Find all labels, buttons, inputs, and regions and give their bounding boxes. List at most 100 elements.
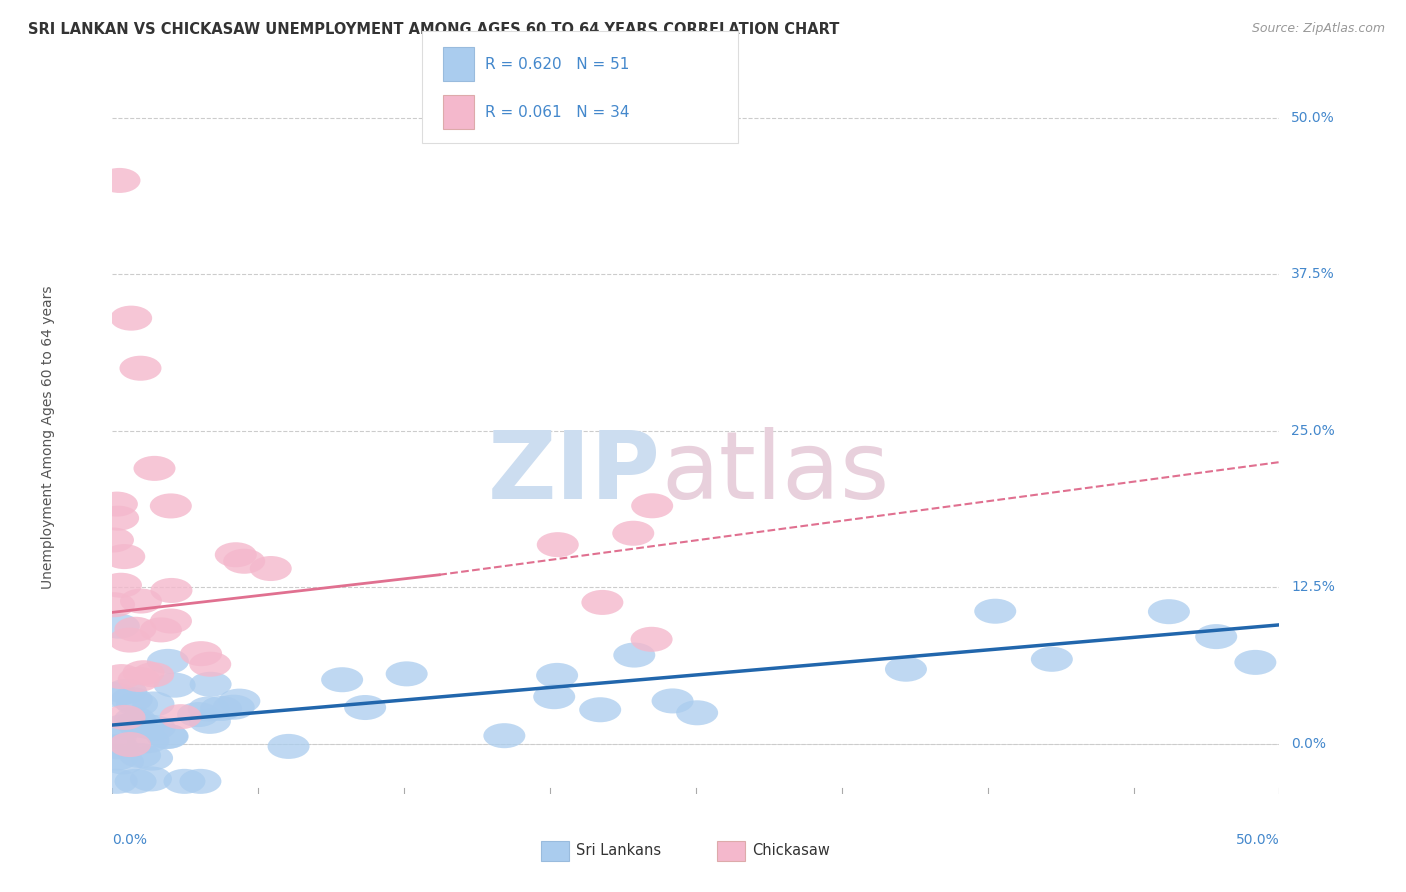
Ellipse shape xyxy=(163,769,205,794)
Ellipse shape xyxy=(321,667,363,692)
Ellipse shape xyxy=(180,641,222,666)
Text: Chickasaw: Chickasaw xyxy=(752,844,830,858)
Ellipse shape xyxy=(114,707,156,732)
Ellipse shape xyxy=(884,657,927,681)
Ellipse shape xyxy=(630,627,672,652)
Ellipse shape xyxy=(537,533,579,558)
Ellipse shape xyxy=(103,544,145,569)
Ellipse shape xyxy=(110,732,150,757)
Ellipse shape xyxy=(612,521,654,546)
Ellipse shape xyxy=(190,672,232,697)
Ellipse shape xyxy=(651,689,693,714)
Text: atlas: atlas xyxy=(661,426,889,519)
Ellipse shape xyxy=(150,578,193,603)
Ellipse shape xyxy=(129,766,172,791)
Ellipse shape xyxy=(111,687,153,712)
Ellipse shape xyxy=(1195,624,1237,649)
Ellipse shape xyxy=(132,662,174,688)
Ellipse shape xyxy=(103,714,145,739)
Ellipse shape xyxy=(100,573,142,598)
Ellipse shape xyxy=(122,660,165,685)
Ellipse shape xyxy=(344,695,387,720)
Ellipse shape xyxy=(120,356,162,381)
Ellipse shape xyxy=(134,456,176,481)
Ellipse shape xyxy=(114,616,156,641)
Ellipse shape xyxy=(103,749,143,774)
Ellipse shape xyxy=(120,743,162,768)
Ellipse shape xyxy=(110,306,152,331)
Ellipse shape xyxy=(631,493,673,518)
Ellipse shape xyxy=(218,689,260,714)
Ellipse shape xyxy=(146,724,188,749)
Ellipse shape xyxy=(96,491,138,516)
Text: R = 0.061   N = 34: R = 0.061 N = 34 xyxy=(485,105,630,120)
Ellipse shape xyxy=(536,663,578,688)
Text: Source: ZipAtlas.com: Source: ZipAtlas.com xyxy=(1251,22,1385,36)
Ellipse shape xyxy=(250,556,292,581)
Ellipse shape xyxy=(224,549,266,574)
Ellipse shape xyxy=(128,728,169,753)
Ellipse shape xyxy=(115,711,157,736)
Ellipse shape xyxy=(1031,647,1073,672)
Ellipse shape xyxy=(177,702,219,727)
Ellipse shape xyxy=(118,667,160,692)
Ellipse shape xyxy=(97,506,139,531)
Ellipse shape xyxy=(104,705,146,730)
Ellipse shape xyxy=(676,700,718,725)
Ellipse shape xyxy=(98,168,141,193)
Ellipse shape xyxy=(160,704,201,729)
Ellipse shape xyxy=(200,696,242,721)
Ellipse shape xyxy=(613,642,655,667)
Text: 37.5%: 37.5% xyxy=(1291,268,1334,281)
Ellipse shape xyxy=(120,589,162,614)
Ellipse shape xyxy=(180,769,221,794)
Ellipse shape xyxy=(974,599,1017,624)
Ellipse shape xyxy=(117,691,157,716)
Ellipse shape xyxy=(188,697,229,722)
Ellipse shape xyxy=(124,714,165,739)
Ellipse shape xyxy=(581,590,623,615)
Ellipse shape xyxy=(131,746,173,771)
Ellipse shape xyxy=(153,673,195,698)
Ellipse shape xyxy=(215,542,257,567)
Ellipse shape xyxy=(267,734,309,759)
Ellipse shape xyxy=(91,527,134,552)
Ellipse shape xyxy=(134,715,176,740)
Ellipse shape xyxy=(93,592,135,617)
Text: 0.0%: 0.0% xyxy=(112,833,148,847)
Text: 50.0%: 50.0% xyxy=(1291,111,1334,125)
Ellipse shape xyxy=(1147,599,1189,624)
Ellipse shape xyxy=(385,661,427,686)
Ellipse shape xyxy=(579,698,621,723)
Ellipse shape xyxy=(212,695,254,720)
Text: 12.5%: 12.5% xyxy=(1291,581,1336,594)
Ellipse shape xyxy=(484,723,526,748)
Ellipse shape xyxy=(96,769,138,794)
Ellipse shape xyxy=(100,664,142,690)
Ellipse shape xyxy=(146,648,188,673)
Ellipse shape xyxy=(98,614,139,639)
Text: R = 0.620   N = 51: R = 0.620 N = 51 xyxy=(485,57,630,71)
Ellipse shape xyxy=(96,746,138,771)
Ellipse shape xyxy=(132,691,174,716)
Ellipse shape xyxy=(533,684,575,709)
Ellipse shape xyxy=(114,769,156,794)
Ellipse shape xyxy=(141,617,181,642)
Ellipse shape xyxy=(150,608,193,633)
Text: ZIP: ZIP xyxy=(488,426,661,519)
Text: Sri Lankans: Sri Lankans xyxy=(576,844,662,858)
Ellipse shape xyxy=(96,723,136,748)
Text: 0.0%: 0.0% xyxy=(1291,737,1326,751)
Text: Unemployment Among Ages 60 to 64 years: Unemployment Among Ages 60 to 64 years xyxy=(41,285,55,589)
Ellipse shape xyxy=(188,709,231,734)
Ellipse shape xyxy=(1234,650,1277,675)
Text: 25.0%: 25.0% xyxy=(1291,424,1334,438)
Text: SRI LANKAN VS CHICKASAW UNEMPLOYMENT AMONG AGES 60 TO 64 YEARS CORRELATION CHART: SRI LANKAN VS CHICKASAW UNEMPLOYMENT AMO… xyxy=(28,22,839,37)
Ellipse shape xyxy=(150,493,191,518)
Text: 50.0%: 50.0% xyxy=(1236,833,1279,847)
Ellipse shape xyxy=(97,734,138,759)
Ellipse shape xyxy=(108,628,150,653)
Ellipse shape xyxy=(94,682,136,707)
Ellipse shape xyxy=(190,652,231,677)
Ellipse shape xyxy=(105,679,148,704)
